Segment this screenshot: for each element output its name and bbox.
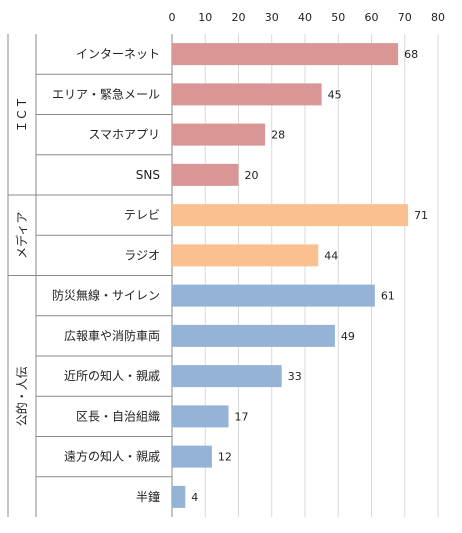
bar [172, 445, 212, 468]
bar [172, 324, 335, 347]
x-tick-label: 70 [398, 11, 412, 24]
x-tick-label: 20 [232, 11, 246, 24]
data-label: 20 [245, 169, 259, 182]
category-label: 区長・自治組織 [76, 409, 160, 423]
category-label: 近所の知人・親戚 [64, 369, 160, 383]
bar [172, 284, 375, 307]
category-label: SNS [136, 168, 160, 182]
x-tick-label: 0 [169, 11, 176, 24]
category-label: 半鐘 [136, 489, 160, 504]
category-label: インターネット [76, 47, 160, 61]
bar [172, 123, 266, 146]
bar [172, 365, 282, 388]
category-label: エリア・緊急メール [52, 86, 160, 101]
x-axis-ticks: 0 10 20 30 40 50 60 70 80 [169, 11, 446, 24]
category-label: テレビ [124, 208, 160, 222]
bar [172, 485, 186, 508]
data-label: 4 [191, 491, 198, 504]
x-tick-label: 50 [331, 11, 345, 24]
bar [172, 405, 229, 428]
x-tick-label: 80 [431, 11, 445, 24]
group-label: 公的・人伝 [14, 366, 29, 426]
bar [172, 163, 239, 186]
group-label: ＩＣＴ [15, 96, 29, 132]
category-label: 防災無線・サイレン [52, 288, 160, 303]
data-label: 33 [288, 370, 302, 383]
category-label: 広報車や消防車両 [64, 328, 160, 343]
data-label: 61 [381, 290, 395, 303]
data-label: 71 [414, 209, 428, 222]
data-label: 12 [218, 451, 232, 464]
bar [172, 43, 399, 66]
gridlines [171, 34, 439, 517]
x-tick-label: 60 [365, 11, 379, 24]
data-label: 28 [271, 129, 285, 142]
bar [172, 244, 319, 267]
data-label: 45 [328, 88, 342, 101]
data-label: 68 [404, 48, 418, 61]
data-label: 17 [235, 410, 249, 423]
bar [172, 204, 409, 227]
data-label: 44 [324, 249, 338, 262]
x-tick-label: 40 [298, 11, 312, 24]
group-label: メディア [14, 212, 29, 259]
bars [172, 43, 409, 508]
bar [172, 83, 322, 106]
category-label: ラジオ [124, 248, 160, 262]
category-label: 遠方の知人・親戚 [64, 449, 160, 464]
category-label: スマホアプリ [88, 128, 160, 142]
x-tick-label: 10 [198, 11, 212, 24]
value-labels: 68 45 28 20 71 44 61 49 33 17 12 4 [191, 48, 428, 504]
data-label: 49 [341, 330, 355, 343]
category-dividers [7, 34, 172, 517]
x-tick-label: 30 [265, 11, 279, 24]
